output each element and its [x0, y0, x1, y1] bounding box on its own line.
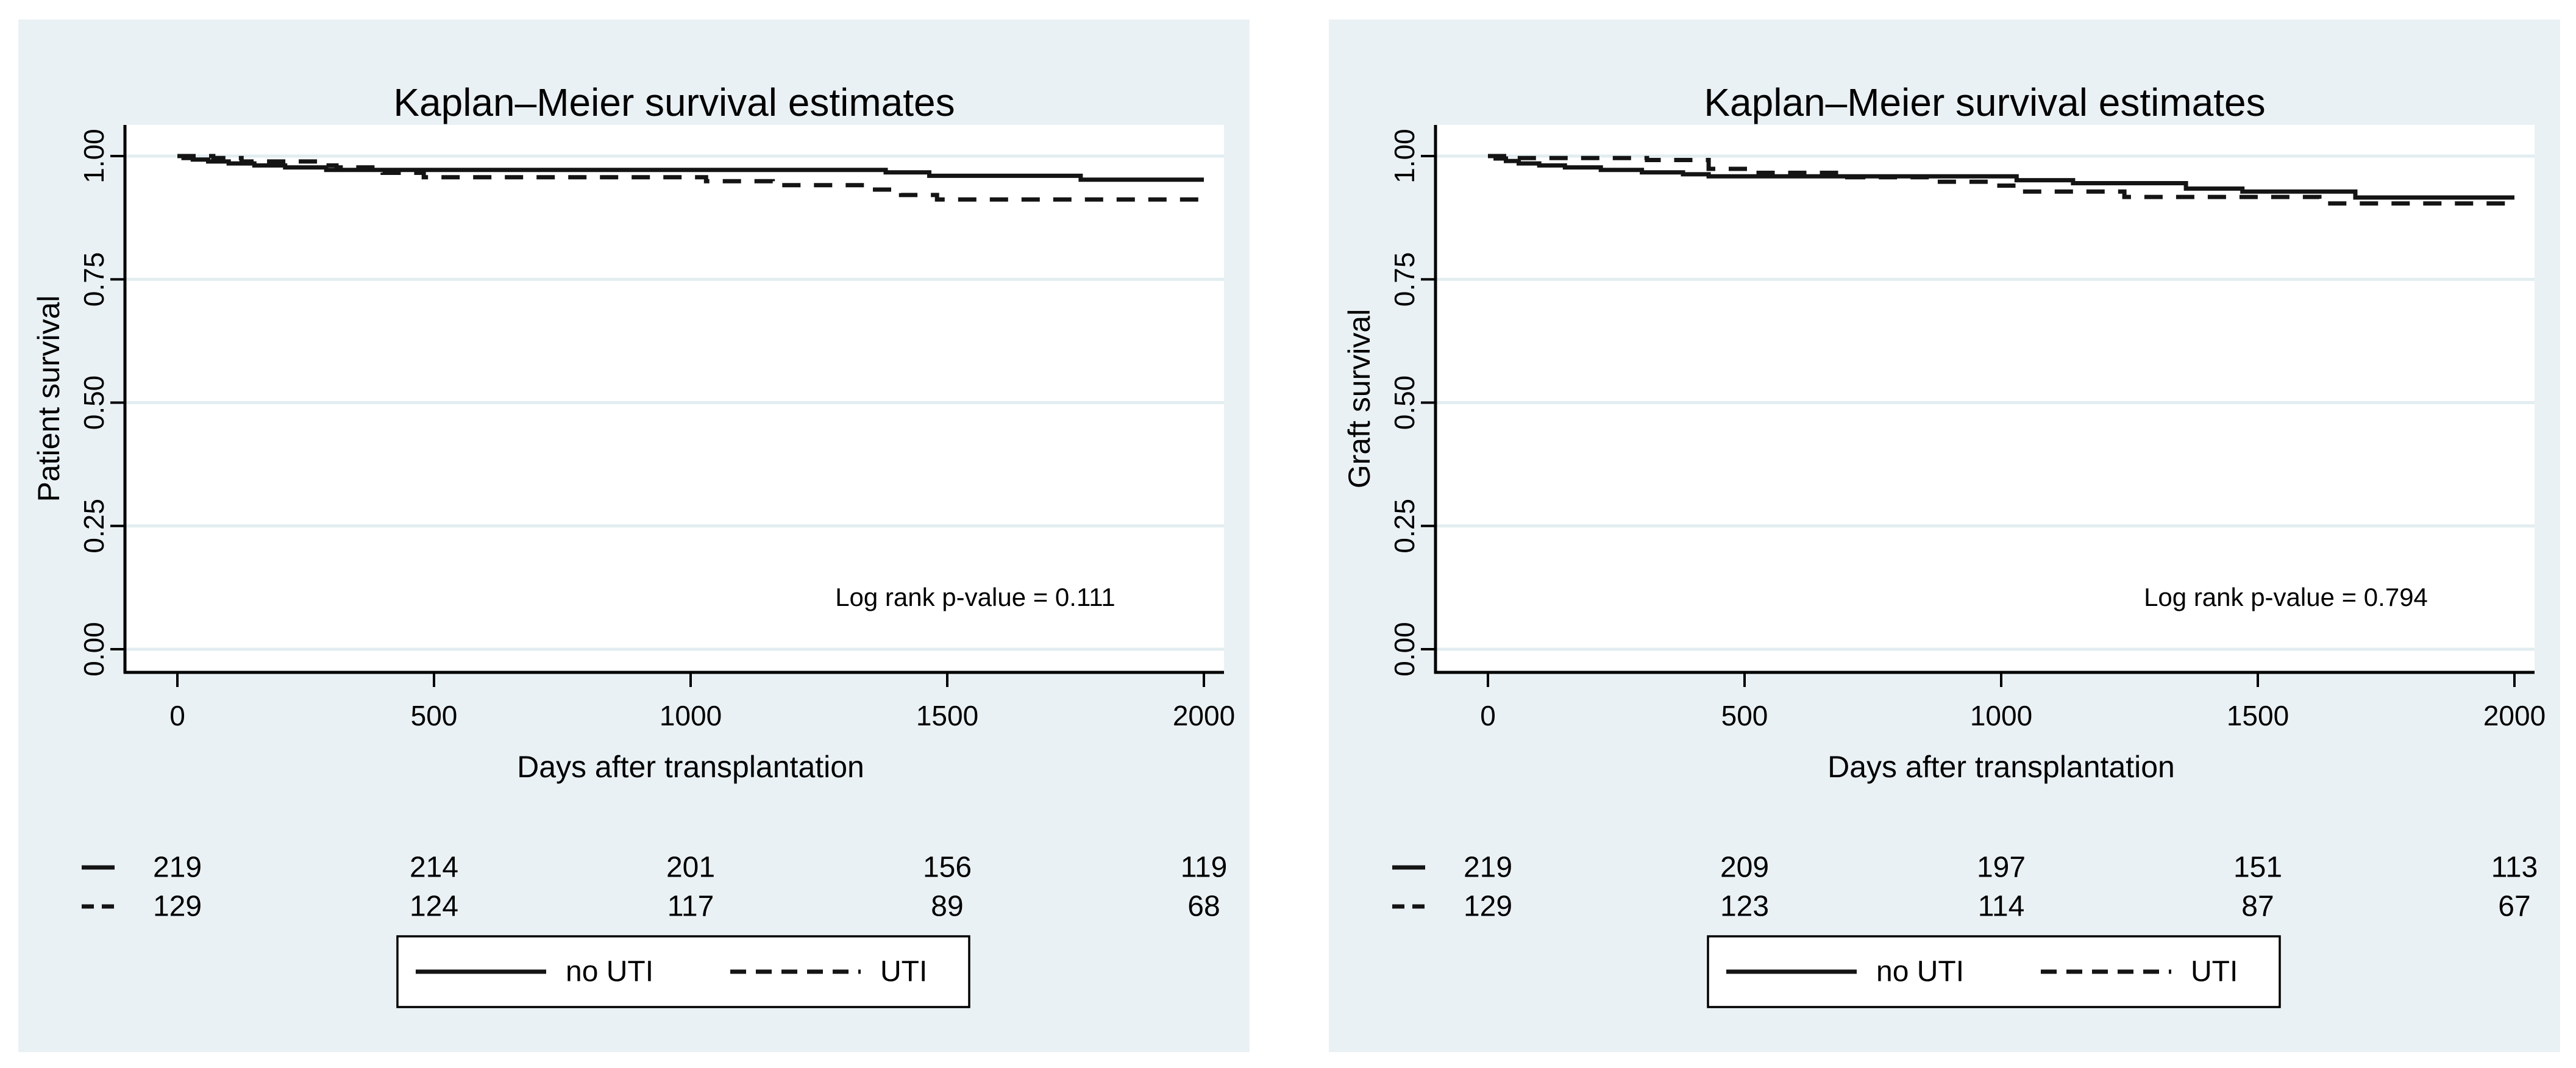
x-tick-label: 500 [411, 700, 458, 732]
x-tick-label: 2000 [2483, 700, 2546, 732]
x-axis-label: Days after transplantation [517, 750, 864, 784]
x-tick-label: 1000 [660, 700, 722, 732]
at-risk-count: 201 [666, 852, 715, 884]
x-tick-label: 1500 [2227, 700, 2289, 732]
at-risk-count: 68 [1187, 891, 1220, 923]
at-risk-count: 214 [410, 852, 458, 884]
at-risk-count: 129 [153, 891, 202, 923]
survival-curve-uti [177, 154, 1204, 202]
y-tick-label: 0.00 [78, 622, 110, 677]
plot-area [125, 125, 1224, 672]
y-tick-label: 0.50 [78, 376, 110, 430]
legend-label: UTI [2191, 956, 2238, 988]
logrank-annotation: Log rank p-value = 0.794 [2144, 583, 2428, 611]
x-tick-label: 0 [1480, 700, 1496, 732]
panel-graft-survival: 1.00 0.75 0.50 0.25 0.00 0 500 1000 1500 2000 Graf… [1329, 20, 2560, 1052]
x-tick-label: 1000 [1970, 700, 2032, 732]
km-plot-patient: 1.00 0.75 0.50 0.25 0.00 0 500 1000 1500 2000 Pati… [32, 80, 1235, 1008]
at-risk-count: 123 [1720, 891, 1769, 923]
at-risk-count: 114 [1978, 891, 2025, 923]
y-axis-label: Graft survival [1342, 309, 1376, 489]
at-risk-count: 117 [667, 891, 714, 923]
survival-curve-no-uti [1488, 154, 2514, 200]
logrank-annotation: Log rank p-value = 0.111 [835, 583, 1115, 611]
at-risk-count: 197 [1977, 852, 2026, 884]
at-risk-count: 124 [410, 891, 458, 923]
survival-curve-uti [1488, 154, 2514, 206]
at-risk-count: 219 [153, 852, 202, 884]
panel-patient-survival: 1.00 0.75 0.50 0.25 0.00 0 500 1000 1500 2000 Pati… [18, 20, 1250, 1052]
legend-label: UTI [880, 956, 927, 988]
y-tick-label: 1.00 [1389, 129, 1420, 183]
y-tick-label: 1.00 [78, 129, 110, 183]
at-risk-count: 209 [1720, 852, 1769, 884]
at-risk-count: 151 [2233, 852, 2282, 884]
y-tick-label: 0.75 [1389, 252, 1420, 307]
survival-curve-no-uti [177, 154, 1204, 182]
at-risk-count: 67 [2498, 891, 2530, 923]
at-risk-count: 87 [2241, 891, 2274, 923]
x-tick-label: 0 [169, 700, 185, 732]
at-risk-count: 89 [931, 891, 963, 923]
y-tick-label: 0.00 [1389, 622, 1420, 677]
at-risk-count: 219 [1464, 852, 1512, 884]
y-axis-label: Patient survival [32, 295, 66, 502]
x-tick-label: 1500 [916, 700, 978, 732]
plot-title: Kaplan–Meier survival estimates [393, 80, 955, 124]
plot-title: Kaplan–Meier survival estimates [1704, 80, 2265, 124]
at-risk-count: 156 [923, 852, 972, 884]
x-tick-label: 500 [1721, 700, 1768, 732]
legend-label: no UTI [1876, 956, 1964, 988]
y-tick-label: 0.25 [1389, 499, 1420, 554]
y-tick-label: 0.25 [78, 499, 110, 554]
legend-label: no UTI [566, 956, 653, 988]
y-tick-label: 0.50 [1389, 376, 1420, 430]
km-plot-graft: 1.00 0.75 0.50 0.25 0.00 0 500 1000 1500 2000 Graf… [1342, 80, 2546, 1008]
at-risk-count: 129 [1464, 891, 1512, 923]
x-axis-label: Days after transplantation [1827, 750, 2175, 784]
at-risk-count: 113 [2491, 852, 2538, 884]
plot-area [1436, 125, 2535, 672]
at-risk-count: 119 [1181, 852, 1228, 884]
y-tick-label: 0.75 [78, 252, 110, 307]
x-tick-label: 2000 [1173, 700, 1235, 732]
